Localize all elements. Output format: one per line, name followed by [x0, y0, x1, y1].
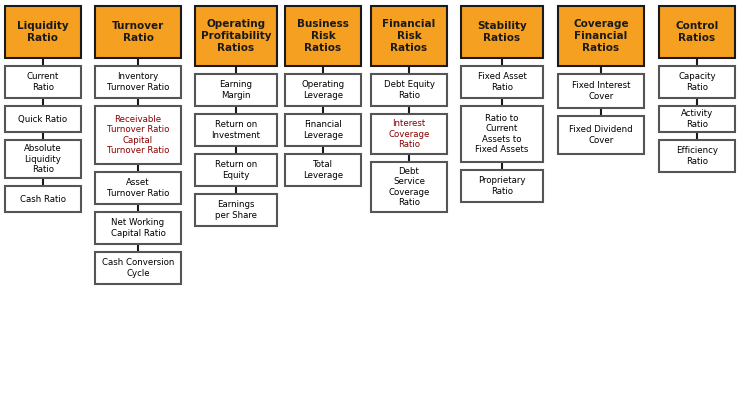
Text: Inventory
Turnover Ratio: Inventory Turnover Ratio — [107, 72, 169, 92]
Text: Turnover
Ratio: Turnover Ratio — [112, 21, 164, 43]
FancyBboxPatch shape — [461, 170, 543, 202]
Text: Return on
Investment: Return on Investment — [211, 120, 261, 140]
Text: Operating
Leverage: Operating Leverage — [302, 80, 345, 100]
Text: Debt
Service
Coverage
Ratio: Debt Service Coverage Ratio — [388, 167, 430, 207]
Text: Operating
Profitability
Ratios: Operating Profitability Ratios — [201, 19, 271, 53]
Text: Asset
Turnover Ratio: Asset Turnover Ratio — [107, 178, 169, 198]
FancyBboxPatch shape — [461, 66, 543, 98]
Text: Cash Ratio: Cash Ratio — [20, 194, 66, 204]
Text: Ratio to
Current
Assets to
Fixed Assets: Ratio to Current Assets to Fixed Assets — [475, 114, 528, 154]
FancyBboxPatch shape — [95, 172, 181, 204]
Text: Capacity
Ratio: Capacity Ratio — [678, 72, 716, 92]
Text: Proprietary
Ratio: Proprietary Ratio — [478, 176, 526, 196]
FancyBboxPatch shape — [558, 6, 644, 66]
Text: Receivable
Turnover Ratio
Capital
Turnover Ratio: Receivable Turnover Ratio Capital Turnov… — [107, 115, 169, 155]
Text: Earning
Margin: Earning Margin — [219, 80, 253, 100]
FancyBboxPatch shape — [195, 114, 277, 146]
FancyBboxPatch shape — [371, 74, 447, 106]
FancyBboxPatch shape — [95, 252, 181, 284]
FancyBboxPatch shape — [95, 106, 181, 164]
FancyBboxPatch shape — [5, 66, 81, 98]
FancyBboxPatch shape — [285, 114, 361, 146]
FancyBboxPatch shape — [285, 154, 361, 186]
Text: Absolute
Liquidity
Ratio: Absolute Liquidity Ratio — [24, 144, 62, 174]
FancyBboxPatch shape — [195, 194, 277, 226]
Text: Stability
Ratios: Stability Ratios — [477, 21, 527, 43]
Text: Quick Ratio: Quick Ratio — [19, 115, 67, 124]
Text: Interest
Coverage
Ratio: Interest Coverage Ratio — [388, 119, 430, 149]
FancyBboxPatch shape — [558, 116, 644, 154]
Text: Total
Leverage: Total Leverage — [303, 160, 343, 180]
Text: Business
Risk
Ratios: Business Risk Ratios — [297, 19, 349, 53]
Text: Return on
Equity: Return on Equity — [215, 160, 257, 180]
FancyBboxPatch shape — [285, 6, 361, 66]
FancyBboxPatch shape — [195, 6, 277, 66]
Text: Current
Ratio: Current Ratio — [27, 72, 59, 92]
FancyBboxPatch shape — [659, 140, 735, 172]
Text: Net Working
Capital Ratio: Net Working Capital Ratio — [110, 218, 165, 238]
FancyBboxPatch shape — [5, 186, 81, 212]
FancyBboxPatch shape — [5, 106, 81, 132]
FancyBboxPatch shape — [285, 74, 361, 106]
Text: Fixed Dividend
Cover: Fixed Dividend Cover — [569, 125, 633, 145]
Text: Coverage
Financial
Ratios: Coverage Financial Ratios — [574, 19, 629, 53]
FancyBboxPatch shape — [659, 66, 735, 98]
FancyBboxPatch shape — [371, 6, 447, 66]
FancyBboxPatch shape — [5, 140, 81, 178]
FancyBboxPatch shape — [95, 212, 181, 244]
FancyBboxPatch shape — [195, 74, 277, 106]
FancyBboxPatch shape — [659, 6, 735, 58]
FancyBboxPatch shape — [95, 6, 181, 58]
Text: Fixed Asset
Ratio: Fixed Asset Ratio — [477, 72, 526, 92]
Text: Cash Conversion
Cycle: Cash Conversion Cycle — [102, 258, 174, 278]
FancyBboxPatch shape — [659, 106, 735, 132]
FancyBboxPatch shape — [5, 6, 81, 58]
Text: Liquidity
Ratio: Liquidity Ratio — [17, 21, 69, 43]
FancyBboxPatch shape — [371, 114, 447, 154]
FancyBboxPatch shape — [461, 6, 543, 58]
Text: Debt Equity
Ratio: Debt Equity Ratio — [384, 80, 434, 100]
Text: Financial
Leverage: Financial Leverage — [303, 120, 343, 140]
Text: Activity
Ratio: Activity Ratio — [681, 109, 713, 129]
Text: Financial
Risk
Ratios: Financial Risk Ratios — [382, 19, 436, 53]
Text: Earnings
per Share: Earnings per Share — [215, 200, 257, 220]
FancyBboxPatch shape — [558, 74, 644, 108]
FancyBboxPatch shape — [461, 106, 543, 162]
FancyBboxPatch shape — [195, 154, 277, 186]
FancyBboxPatch shape — [95, 66, 181, 98]
FancyBboxPatch shape — [371, 162, 447, 212]
Text: Efficiency
Ratio: Efficiency Ratio — [676, 146, 718, 166]
Text: Fixed Interest
Cover: Fixed Interest Cover — [572, 81, 631, 101]
Text: Control
Ratios: Control Ratios — [675, 21, 719, 43]
